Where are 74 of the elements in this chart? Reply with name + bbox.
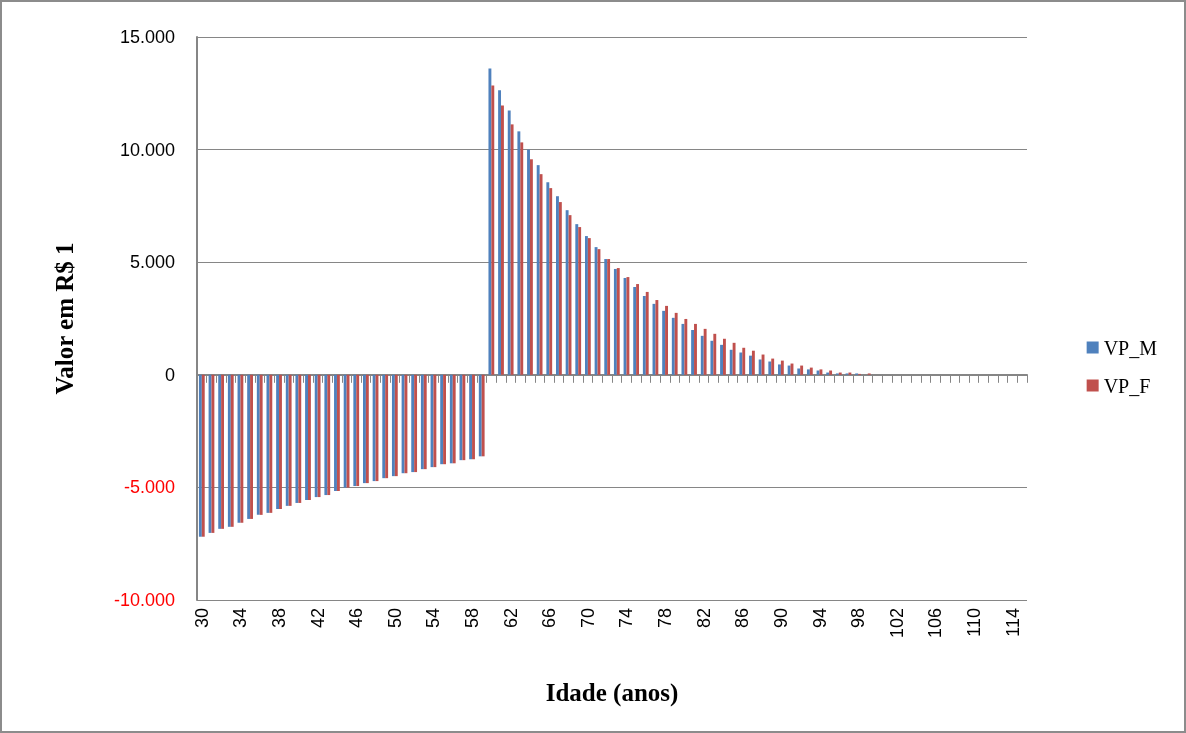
bar [684,318,688,375]
bar [498,90,502,375]
bar [732,342,736,375]
bar [742,347,746,375]
bar [778,364,781,375]
bar [674,312,678,375]
bar [520,142,524,375]
x-tick-label: 34 [230,608,251,629]
x-tick-label: 74 [616,608,637,629]
x-tick-label: 78 [655,608,676,629]
bar [536,165,540,375]
x-tick-label: 30 [191,608,212,629]
x-tick-label: 62 [500,608,521,629]
bar [722,338,726,375]
x-tick-label: 106 [925,608,946,639]
x-tick-label: 86 [732,608,753,629]
bar [758,359,762,375]
bar [720,344,723,375]
legend-label: VP_F [1103,374,1151,397]
x-tick-label: 38 [269,608,290,629]
y-tick-label: 15.000 [119,27,175,47]
bar [510,124,514,375]
x-tick-label: 70 [577,608,598,629]
bar [751,350,755,375]
bar [780,360,784,375]
bar [710,340,714,375]
bar [681,323,685,375]
bar [527,149,530,375]
bar [529,159,533,375]
bar [491,85,495,375]
y-axis-title: Valor em R$ 1 [51,242,78,395]
x-tick-label: 42 [307,608,328,629]
bar [556,196,559,375]
bar [645,291,649,375]
x-tick-label: 98 [848,608,869,629]
bar [671,317,675,375]
bar [558,202,562,375]
legend-label: VP_M [1103,336,1158,359]
bar [501,105,504,375]
bar [488,68,492,375]
y-tick-label: -5.000 [123,477,175,498]
x-tick-label: 110 [963,608,984,637]
bar [665,305,668,375]
x-axis-title: Idade (anos) [545,679,679,707]
x-tick-label: 50 [384,608,405,629]
x-tick-label: 54 [423,608,444,629]
y-tick-label: 10.000 [119,139,175,160]
bar [507,110,511,375]
bar [549,188,553,375]
x-tick-label: 114 [1002,608,1023,637]
x-tick-label: 82 [693,608,714,629]
bar [694,323,697,375]
y-tick-label: 5.000 [129,252,175,273]
bar [517,131,521,375]
bar [642,295,646,375]
bar [662,310,666,375]
bar [749,355,752,375]
bar [691,329,695,375]
x-tick-label: 58 [462,608,483,629]
x-tick-label: 102 [886,608,907,639]
bar [700,335,704,375]
y-tick-label: -10.000 [113,590,175,610]
bar [713,333,717,375]
bar [729,349,733,375]
y-tick-label: 0 [164,364,175,385]
bar [546,182,550,375]
x-tick-label: 94 [809,608,830,629]
x-tick-label: 90 [770,608,791,629]
x-tick-label: 46 [346,608,367,629]
bar [565,210,569,375]
bar [739,352,743,375]
bar [703,328,707,375]
x-tick-label: 66 [539,608,560,629]
bar [539,174,543,375]
